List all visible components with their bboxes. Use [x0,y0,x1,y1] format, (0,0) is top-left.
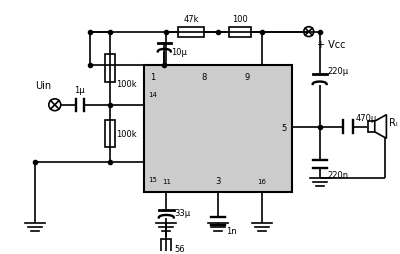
Text: 10μ: 10μ [171,48,187,57]
Text: 15: 15 [148,177,157,183]
Bar [104,54,114,82]
Polygon shape [375,115,386,138]
Text: 14: 14 [148,92,157,98]
Text: Rₗ: Rₗ [389,118,398,128]
Bar [144,65,292,192]
Text: 16: 16 [258,179,266,185]
Text: 1n: 1n [226,227,237,236]
Text: 9: 9 [244,73,250,82]
Text: 100k: 100k [116,81,137,89]
Text: Uin: Uin [35,81,51,91]
Bar [104,120,114,147]
Bar [368,121,375,132]
Text: 33μ: 33μ [174,209,190,218]
Text: 470μ: 470μ [356,114,377,123]
Text: 11: 11 [162,179,171,185]
Text: 5: 5 [281,124,286,133]
Text: 3: 3 [216,177,221,186]
Text: 1: 1 [150,73,155,82]
Text: 220n: 220n [328,171,349,180]
Bar [161,239,171,254]
Text: 8: 8 [202,73,207,82]
Text: + Vcc: + Vcc [317,40,345,50]
Text: 1μ: 1μ [74,86,85,95]
Text: 56: 56 [174,245,185,253]
Text: 47k: 47k [184,15,199,24]
Text: 100: 100 [232,15,248,24]
Bar [229,27,251,37]
Text: 100k: 100k [116,130,137,139]
Bar [178,27,204,37]
Text: 220μ: 220μ [328,67,349,76]
